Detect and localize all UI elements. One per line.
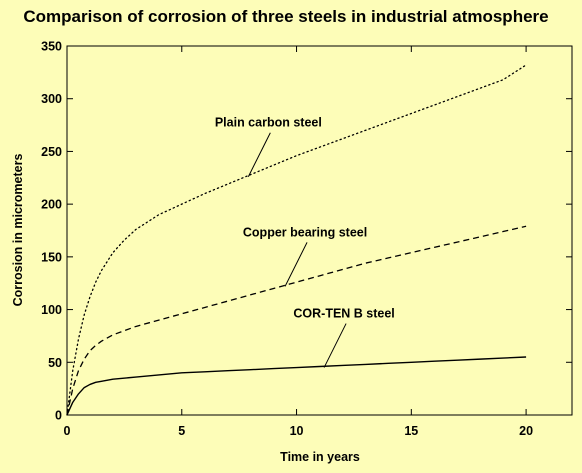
x-tick-label: 20 bbox=[519, 424, 533, 438]
annotation-leader-line bbox=[247, 132, 271, 177]
x-tick-label: 5 bbox=[178, 424, 185, 438]
y-axis-ticks: 0 50 100 150 200 250 300 350 bbox=[41, 40, 572, 423]
y-tick-label: 0 bbox=[55, 409, 62, 423]
x-axis-label: Time in years bbox=[280, 450, 360, 464]
series-line-1 bbox=[66, 64, 527, 416]
plot-area-frame bbox=[66, 45, 573, 416]
annotation-label: Plain carbon steel bbox=[215, 116, 322, 130]
y-tick-label: 300 bbox=[41, 92, 62, 106]
x-tick-label: 0 bbox=[64, 424, 71, 438]
annotations: Plain carbon steel Copper bearing steel CO… bbox=[215, 116, 395, 368]
y-tick-label: 350 bbox=[41, 40, 62, 54]
series-lines bbox=[66, 64, 527, 416]
annotation-label: COR-TEN B steel bbox=[293, 307, 394, 321]
series-line-3 bbox=[66, 356, 527, 416]
x-tick-label: 15 bbox=[404, 424, 418, 438]
y-axis-label: Corrosion in micrometers bbox=[11, 154, 25, 307]
chart-title: Comparison of corrosion of three steels … bbox=[23, 7, 548, 26]
y-tick-label: 200 bbox=[41, 198, 62, 212]
y-tick-label: 250 bbox=[41, 145, 62, 159]
y-tick-label: 150 bbox=[41, 250, 62, 264]
annotation-leader-line bbox=[323, 323, 347, 368]
x-tick-label: 10 bbox=[290, 424, 304, 438]
x-axis-ticks: 0 5 10 15 20 bbox=[64, 46, 533, 438]
y-tick-label: 50 bbox=[48, 356, 62, 370]
y-tick-label: 100 bbox=[41, 303, 62, 317]
annotation-leader-line bbox=[284, 242, 308, 287]
annotation-label: Copper bearing steel bbox=[243, 225, 367, 239]
series-line-2 bbox=[66, 225, 527, 416]
